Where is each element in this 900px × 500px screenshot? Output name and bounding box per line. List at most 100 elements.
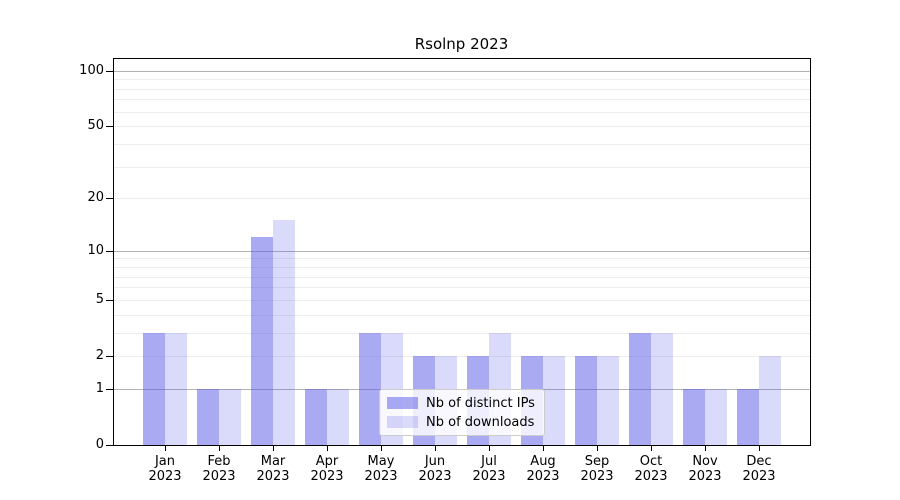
- legend-swatch-downloads: [387, 416, 418, 428]
- x-tick-label: Aug 2023: [515, 454, 571, 484]
- y-tick-label: 100: [79, 62, 104, 78]
- x-tick-year: 2023: [256, 469, 290, 484]
- bar-distinct-ips: [575, 356, 597, 445]
- y-tick-mark: [106, 445, 113, 447]
- x-tick-label: Sep 2023: [569, 454, 625, 484]
- x-tick-year: 2023: [310, 469, 344, 484]
- x-tick-month: Sep: [584, 454, 610, 469]
- y-tick-mark: [106, 299, 113, 301]
- bar-distinct-ips: [251, 237, 273, 445]
- x-tick-month: Jan: [154, 454, 176, 469]
- minor-gridline: [113, 143, 810, 145]
- minor-gridline: [113, 287, 810, 289]
- x-tick-year: 2023: [580, 469, 614, 484]
- x-tick-year: 2023: [526, 469, 560, 484]
- bar-distinct-ips: [143, 332, 165, 445]
- bottom-spine: [113, 445, 811, 446]
- legend-row-downloads: Nb of downloads: [387, 414, 535, 430]
- x-tick-label: Jul 2023: [461, 454, 517, 484]
- bar-downloads: [597, 356, 619, 445]
- minor-gridline: [113, 267, 810, 268]
- bar-downloads: [327, 389, 349, 445]
- x-tick-label: Jun 2023: [407, 454, 463, 484]
- x-tick-mark: [489, 445, 490, 451]
- minor-gridline: [113, 198, 810, 200]
- left-spine: [113, 58, 114, 445]
- x-tick-label: Jan 2023: [137, 454, 193, 484]
- x-tick-label: Mar 2023: [245, 454, 301, 484]
- bar-distinct-ips: [737, 389, 759, 445]
- x-tick-year: 2023: [742, 469, 776, 484]
- x-tick-mark: [435, 445, 436, 451]
- x-tick-label: Oct 2023: [623, 454, 679, 484]
- x-tick-month: Aug: [530, 454, 556, 469]
- legend: Nb of distinct IPs Nb of downloads: [379, 389, 545, 436]
- y-tick-label: 1: [95, 381, 104, 396]
- y-tick-mark: [106, 389, 113, 390]
- minor-gridline: [113, 126, 810, 128]
- y-tick-label: 10: [87, 242, 104, 258]
- bar-downloads: [705, 389, 727, 445]
- bar-downloads: [165, 332, 187, 445]
- bar-distinct-ips: [683, 389, 705, 445]
- x-tick-mark: [381, 445, 382, 451]
- y-tick-label: 50: [87, 118, 104, 134]
- x-tick-mark: [651, 445, 652, 451]
- right-spine: [810, 58, 811, 445]
- minor-gridline: [113, 258, 810, 260]
- x-tick-year: 2023: [418, 469, 452, 484]
- minor-gridline: [113, 276, 810, 278]
- y-tick-mark: [106, 126, 113, 128]
- minor-gridline: [113, 332, 810, 334]
- x-tick-label: Apr 2023: [299, 454, 355, 484]
- x-tick-mark: [165, 445, 166, 451]
- y-tick-mark: [106, 198, 113, 200]
- x-tick-label: Nov 2023: [677, 454, 733, 484]
- x-tick-year: 2023: [202, 469, 236, 484]
- bar-downloads: [219, 389, 241, 445]
- x-tick-year: 2023: [688, 469, 722, 484]
- x-tick-year: 2023: [472, 469, 506, 484]
- minor-gridline: [113, 79, 810, 81]
- x-tick-month: Nov: [692, 454, 718, 469]
- x-tick-mark: [597, 445, 598, 451]
- top-spine: [113, 58, 811, 59]
- x-tick-label: May 2023: [353, 454, 409, 484]
- x-tick-mark: [543, 445, 544, 451]
- x-tick-mark: [759, 445, 760, 451]
- legend-swatch-distinct-ips: [387, 397, 418, 409]
- x-tick-month: Apr: [315, 454, 339, 469]
- x-tick-month: Mar: [260, 454, 286, 469]
- x-tick-month: Jul: [481, 454, 497, 469]
- major-gridline: [113, 250, 810, 252]
- y-tick-label: 20: [87, 190, 104, 206]
- y-tick-mark: [106, 250, 113, 252]
- chart-title: Rsolnp 2023: [414, 35, 509, 53]
- x-tick-mark: [219, 445, 220, 451]
- bar-downloads: [651, 332, 673, 445]
- bar-downloads: [759, 356, 781, 445]
- minor-gridline: [113, 314, 810, 316]
- bar-distinct-ips: [359, 332, 381, 445]
- minor-gridline: [113, 166, 810, 168]
- bar-distinct-ips: [629, 332, 651, 445]
- bar-distinct-ips: [197, 389, 219, 445]
- x-tick-label: Dec 2023: [731, 454, 787, 484]
- bar-distinct-ips: [305, 389, 327, 445]
- x-tick-year: 2023: [364, 469, 398, 484]
- plot-area: [113, 58, 810, 445]
- y-tick-mark: [106, 70, 113, 72]
- minor-gridline: [113, 99, 810, 101]
- y-tick-mark: [106, 356, 113, 358]
- major-gridline: [113, 70, 810, 72]
- minor-gridline: [113, 356, 810, 358]
- minor-gridline: [113, 299, 810, 301]
- legend-label-downloads: Nb of downloads: [426, 414, 535, 430]
- x-tick-mark: [705, 445, 706, 451]
- bar-downloads: [543, 356, 565, 445]
- x-tick-mark: [327, 445, 328, 451]
- y-tick-label: 0: [95, 437, 104, 453]
- y-tick-label: 2: [95, 348, 104, 364]
- x-tick-month: Jun: [424, 454, 446, 469]
- minor-gridline: [113, 111, 810, 113]
